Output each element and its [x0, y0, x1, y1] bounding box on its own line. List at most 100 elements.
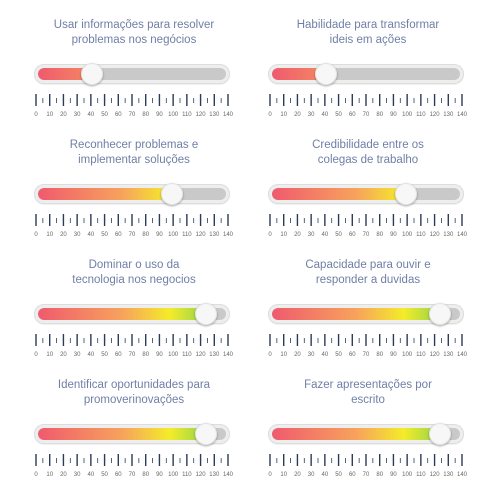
tick-label: 90 — [156, 472, 163, 478]
tick-label: 100 — [168, 232, 179, 238]
tick-label: 80 — [376, 232, 383, 238]
tick-label: 90 — [156, 112, 163, 118]
slider-handle[interactable] — [428, 423, 451, 445]
tick-label: 60 — [349, 112, 356, 118]
scale-svg: 0 10 20 30 40 50 60 70 80 90 100 110 120 130 140 — [268, 214, 468, 238]
tick-label: 100 — [402, 232, 413, 238]
tick-label: 130 — [443, 352, 454, 358]
tick-label: 10 — [46, 112, 53, 118]
tick-label: 70 — [363, 112, 370, 118]
slider-panel: Identificar oportunidades para promoveri… — [34, 378, 234, 478]
tick-label: 90 — [156, 352, 163, 358]
tick-label: 60 — [115, 232, 122, 238]
tick-label: 100 — [168, 352, 179, 358]
tick-label: 50 — [335, 472, 342, 478]
slider-title-line2: colegas de trabalho — [317, 154, 419, 166]
slider-fill — [272, 428, 440, 440]
slider-track[interactable] — [268, 423, 464, 445]
tick-label: 90 — [390, 352, 397, 358]
slider-fill — [272, 188, 407, 200]
tick-label: 70 — [129, 352, 136, 358]
tick-label: 140 — [223, 232, 234, 238]
tick-label: 80 — [376, 352, 383, 358]
tick-label: 100 — [168, 112, 179, 118]
tick-label: 20 — [60, 232, 67, 238]
slider-handle[interactable] — [194, 303, 217, 325]
slider-panel: Credibilidade entre os colegas de trabal… — [268, 138, 468, 238]
tick-label: 80 — [142, 352, 149, 358]
slider-title-line1: Dominar o uso da — [88, 259, 180, 271]
slider-fill — [38, 68, 92, 80]
scale-svg: 0 10 20 30 40 50 60 70 80 90 100 110 120 130 140 — [34, 454, 234, 478]
tick-label: 130 — [443, 232, 454, 238]
slider-track[interactable] — [34, 303, 230, 325]
tick-label: 0 — [34, 472, 38, 478]
slider-handle[interactable] — [161, 183, 184, 205]
tick-label: 80 — [142, 232, 149, 238]
tick-label: 120 — [430, 352, 441, 358]
slider-groove — [38, 428, 226, 440]
tick-label: 30 — [308, 472, 315, 478]
tick-label: 120 — [196, 472, 207, 478]
slider-track[interactable] — [34, 423, 230, 445]
tick-label: 110 — [416, 352, 426, 358]
slider-title: Habilidade para transformar ideis em açõ… — [268, 18, 468, 48]
tick-label: 70 — [363, 352, 370, 358]
slider-panel: Dominar o uso da tecnologia nos negocios… — [34, 258, 234, 358]
tick-label: 140 — [457, 352, 468, 358]
tick-label: 130 — [209, 112, 220, 118]
slider-title-line2: ideis em ações — [329, 34, 407, 46]
tick-label: 110 — [182, 232, 192, 238]
tick-label: 90 — [390, 472, 397, 478]
slider-groove — [272, 68, 460, 80]
tick-label: 40 — [88, 472, 95, 478]
slider-title: Identificar oportunidades para promoveri… — [34, 378, 234, 408]
slider-fill — [38, 428, 206, 440]
tick-label: 130 — [209, 232, 220, 238]
tick-label: 20 — [294, 472, 301, 478]
slider-handle[interactable] — [194, 423, 217, 445]
tick-label: 110 — [182, 352, 192, 358]
tick-label: 50 — [335, 232, 342, 238]
tick-label: 10 — [280, 232, 287, 238]
tick-label: 20 — [294, 112, 301, 118]
tick-label: 90 — [390, 232, 397, 238]
tick-label: 10 — [280, 472, 287, 478]
tick-label: 60 — [115, 352, 122, 358]
slider-title: Dominar o uso da tecnologia nos negocios — [34, 258, 234, 288]
slider-panel: Fazer apresentações por escrito 0 10 20 30 4… — [268, 378, 468, 478]
slider-track[interactable] — [34, 183, 230, 205]
slider-handle[interactable] — [428, 303, 451, 325]
tick-label: 120 — [196, 352, 207, 358]
slider-scale: 0 10 20 30 40 50 60 70 80 90 100 110 120 130 140 — [34, 214, 234, 242]
slider-scale: 0 10 20 30 40 50 60 70 80 90 100 110 120 130 140 — [268, 454, 468, 482]
tick-label: 40 — [322, 352, 329, 358]
tick-label: 140 — [457, 232, 468, 238]
slider-handle[interactable] — [314, 63, 337, 85]
tick-label: 100 — [168, 472, 179, 478]
tick-label: 110 — [416, 112, 426, 118]
slider-panel: Usar informações para resolver problemas… — [34, 18, 234, 118]
tick-label: 20 — [60, 352, 67, 358]
slider-title-line2: tecnologia nos negocios — [72, 274, 196, 286]
scale-svg: 0 10 20 30 40 50 60 70 80 90 100 110 120 130 140 — [268, 334, 468, 358]
slider-handle[interactable] — [80, 63, 103, 85]
tick-label: 100 — [402, 352, 413, 358]
slider-fill — [38, 308, 206, 320]
tick-label: 40 — [88, 352, 95, 358]
slider-track[interactable] — [268, 183, 464, 205]
slider-title-line1: Usar informações para resolver — [53, 19, 215, 31]
tick-label: 50 — [101, 352, 108, 358]
tick-label: 50 — [101, 112, 108, 118]
slider-title-line1: Habilidade para transformar — [296, 19, 440, 31]
slider-track[interactable] — [268, 303, 464, 325]
slider-groove — [272, 428, 460, 440]
tick-label: 110 — [182, 112, 192, 118]
slider-track[interactable] — [34, 63, 230, 85]
slider-track[interactable] — [268, 63, 464, 85]
tick-label: 80 — [142, 472, 149, 478]
slider-groove — [38, 188, 226, 200]
tick-label: 40 — [88, 112, 95, 118]
slider-handle[interactable] — [395, 183, 418, 205]
tick-label: 0 — [34, 112, 38, 118]
